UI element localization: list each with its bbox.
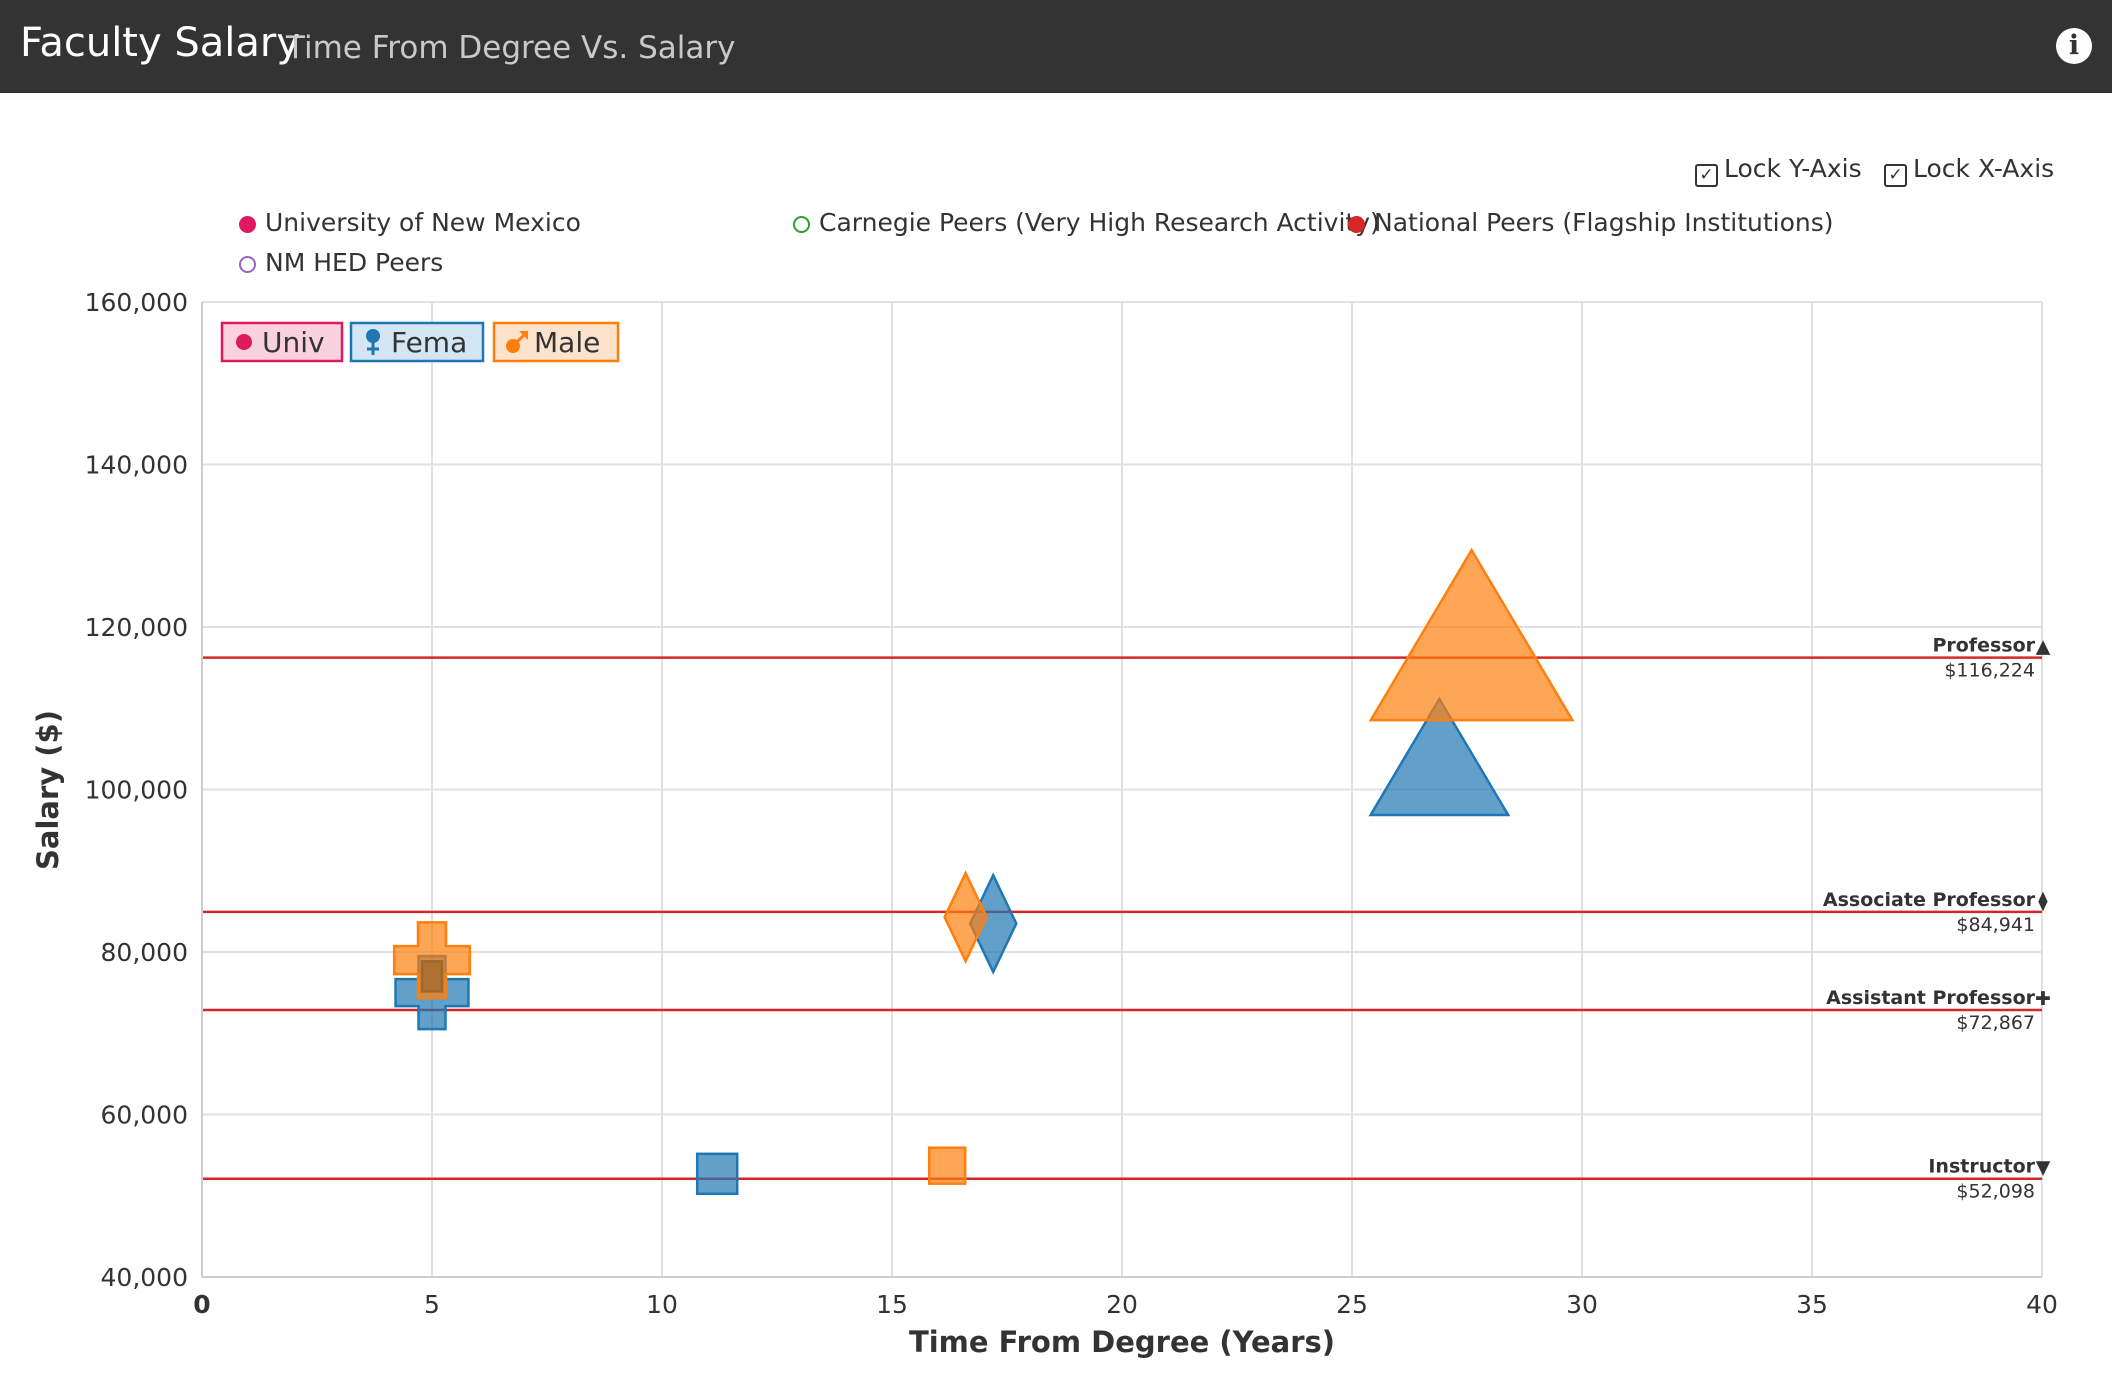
legend-label: National Peers (Flagship Institutions): [1374, 208, 1834, 237]
legend-label: University of New Mexico: [265, 208, 581, 237]
checkbox-icon: ✓: [1695, 164, 1718, 187]
reference-line-symbol: ▼: [2036, 1157, 2051, 1179]
filter-button-fema[interactable]: Fema: [349, 321, 485, 363]
legend-item-national[interactable]: National Peers (Flagship Institutions): [1348, 208, 1834, 237]
circle-icon: [236, 334, 252, 350]
lock-x-axis-label: Lock X-Axis: [1913, 154, 2055, 183]
x-tick-label: 35: [1796, 1290, 1828, 1319]
y-tick-label: 140,000: [85, 451, 188, 480]
data-points: [392, 547, 1575, 1196]
y-tick-label: 40,000: [101, 1263, 188, 1292]
filter-button-label: Univ: [262, 326, 325, 359]
x-tick-label: 25: [1336, 1290, 1368, 1319]
reference-line-value-label: $116,224: [1944, 660, 2035, 682]
x-tick-label: 5: [424, 1290, 440, 1319]
reference-line-value-label: $72,867: [1956, 1012, 2035, 1034]
reference-line-value-label: $84,941: [1956, 914, 2035, 936]
x-axis-label: Time From Degree (Years): [909, 1325, 1335, 1359]
open-circle-icon: [239, 256, 256, 273]
lock-y-axis-toggle[interactable]: ✓ Lock Y-Axis: [1695, 154, 1862, 187]
reference-line-rank-label: Associate Professor: [1823, 889, 2036, 911]
checkbox-icon: ✓: [1884, 164, 1907, 187]
legend-item-unm[interactable]: University of New Mexico: [239, 208, 581, 237]
female-icon-head: [366, 329, 380, 343]
univ-point-assistant-professor: [420, 960, 444, 993]
male-icon-arrow-head: [519, 331, 528, 340]
fema-point-professor: [1368, 696, 1511, 817]
reference-line-symbol: ⧫: [2038, 890, 2048, 912]
filter-button-label: Male: [534, 326, 600, 359]
axes: 0 5 10 15 20 25 30 35 40 40,000 60,000 80,000 100,00…: [85, 288, 2058, 1319]
reference-line-rank-label: Professor: [1932, 635, 2035, 657]
page-subtitle: Time From Degree Vs. Salary: [286, 30, 736, 66]
grid: [202, 301, 2043, 1277]
male-icon-circle: [506, 339, 520, 353]
y-tick-label: 120,000: [85, 613, 188, 642]
filter-button-univ[interactable]: Univ: [220, 321, 344, 363]
reference-line-symbol: ✚: [2035, 988, 2051, 1010]
x-tick-label: 0: [193, 1290, 210, 1319]
x-tick-label: 30: [1566, 1290, 1598, 1319]
reference-lines: Professor ▲$116,224 Associate Professor ⧫$8…: [202, 635, 2051, 1203]
y-tick-label: 60,000: [101, 1101, 188, 1130]
fema-point-instructor: [695, 1152, 739, 1196]
x-tick-label: 20: [1106, 1290, 1138, 1319]
y-tick-label: 160,000: [85, 288, 188, 317]
lock-x-axis-toggle[interactable]: ✓ Lock X-Axis: [1884, 154, 2055, 187]
female-icon: [366, 329, 380, 355]
legend-label: Carnegie Peers (Very High Research Activ…: [819, 208, 1380, 237]
filter-button-label: Fema: [391, 326, 467, 359]
filled-circle-icon: [1348, 216, 1365, 233]
male-point-professor: [1368, 547, 1575, 722]
legend-item-carnegie[interactable]: Carnegie Peers (Very High Research Activ…: [793, 208, 1380, 237]
filled-circle-icon: [239, 216, 256, 233]
open-circle-icon: [793, 216, 810, 233]
y-tick-label: 80,000: [101, 938, 188, 967]
info-icon[interactable]: i: [2056, 28, 2092, 64]
filter-buttons: Univ Fema Male: [220, 321, 620, 363]
legend-label: NM HED Peers: [265, 248, 444, 277]
lock-y-axis-label: Lock Y-Axis: [1724, 154, 1862, 183]
legend-item-nm-hed[interactable]: NM HED Peers: [239, 248, 443, 277]
reference-line-rank-label: Assistant Professor: [1826, 987, 2035, 1009]
reference-line-rank-label: Instructor: [1928, 1156, 2035, 1178]
x-tick-label: 15: [876, 1290, 908, 1319]
reference-line-symbol: ▲: [2036, 636, 2051, 658]
y-tick-label: 100,000: [85, 776, 188, 805]
page-title: Faculty Salary: [20, 20, 301, 66]
male-point-associate-professor: [943, 870, 988, 964]
title-bar: Faculty Salary Time From Degree Vs. Sala…: [0, 0, 2112, 93]
filter-button-male[interactable]: Male: [492, 321, 620, 363]
male-icon: [506, 331, 528, 353]
x-tick-label: 40: [2026, 1290, 2058, 1319]
reference-line-value-label: $52,098: [1956, 1181, 2035, 1203]
x-tick-label: 10: [646, 1290, 678, 1319]
y-axis-label: Salary ($): [31, 710, 65, 870]
male-point-instructor: [927, 1146, 967, 1185]
